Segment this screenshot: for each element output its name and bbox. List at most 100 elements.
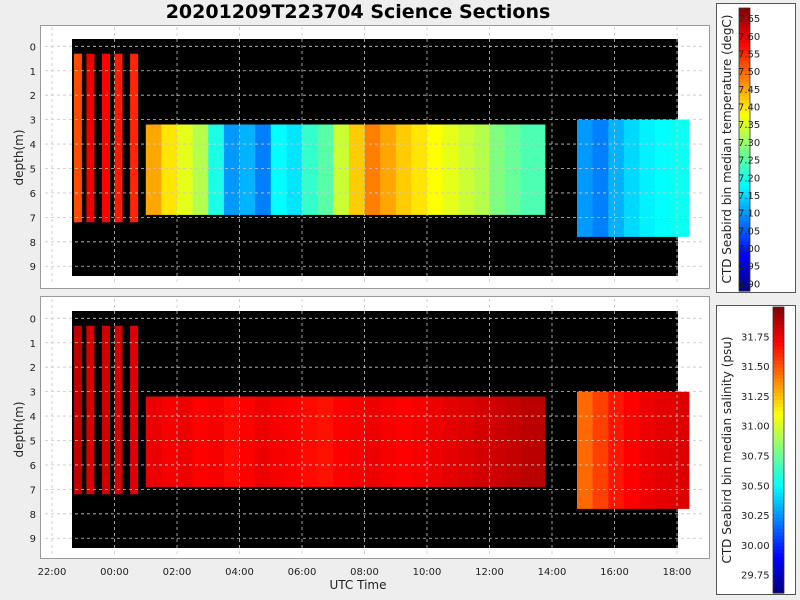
- colorbar-tick-label: 7.35: [738, 120, 760, 131]
- colorbar-segment: [773, 582, 784, 587]
- colorbar-segment: [739, 262, 750, 267]
- profile-column: [592, 119, 609, 237]
- colorbar-tick-label: 7.10: [738, 209, 760, 220]
- profile-column: [655, 119, 672, 237]
- colorbar-segment: [773, 439, 784, 444]
- colorbar-segment: [739, 156, 750, 161]
- colorbar-segment: [773, 446, 784, 451]
- profile-column: [427, 124, 444, 215]
- profile-column: [114, 325, 123, 495]
- colorbar: 6.90 6.95 7.00 7.05 7.10 7.15 7.20 7.25 7.30 7.35…: [720, 7, 760, 292]
- colorbar-segment: [773, 450, 784, 455]
- colorbar-segment: [739, 53, 750, 59]
- profile-column: [130, 325, 139, 495]
- colorbar-segment: [739, 206, 750, 211]
- colorbar-segment: [773, 307, 784, 312]
- profile-column: [577, 119, 594, 237]
- colorbar-tick-label: 7.40: [738, 103, 760, 114]
- colorbar-segment: [739, 283, 750, 289]
- colorbar-segment: [773, 564, 784, 569]
- chart-title: 20201209T223704 Science Sections: [165, 1, 551, 23]
- x-tick-label: 04:00: [225, 567, 254, 578]
- colorbar-segment: [773, 410, 784, 415]
- colorbar-segment: [773, 396, 784, 401]
- colorbar-segment: [739, 213, 750, 218]
- colorbar-tick-label: 30.50: [741, 481, 770, 492]
- x-tick-label: 22:00: [38, 567, 67, 578]
- y-tick-label: 9: [30, 534, 36, 545]
- colorbar-segment: [739, 29, 750, 34]
- profile-column: [655, 391, 672, 509]
- x-tick-label: 14:00: [538, 567, 567, 578]
- colorbar-segment: [739, 71, 750, 76]
- colorbar-segment: [773, 317, 784, 322]
- profile-column: [161, 396, 178, 487]
- colorbar-segment: [773, 560, 784, 565]
- profile-column: [239, 124, 256, 215]
- colorbar-segment: [773, 571, 784, 576]
- profile-column: [192, 396, 209, 487]
- colorbar-segment: [773, 535, 784, 540]
- colorbar-segment: [739, 57, 750, 62]
- colorbar-segment: [773, 585, 784, 591]
- profile-column: [608, 119, 625, 237]
- profile-column: [380, 124, 397, 215]
- y-tick-label: 4: [30, 140, 36, 151]
- profile-column: [255, 124, 272, 215]
- colorbar-segment: [739, 36, 750, 41]
- profile-column: [623, 119, 641, 237]
- profile-column: [639, 391, 656, 509]
- colorbar-segment: [739, 220, 750, 225]
- profile-column: [333, 124, 350, 215]
- colorbar-segment: [739, 223, 750, 228]
- profile-column: [270, 124, 287, 215]
- colorbar-segment: [773, 578, 784, 583]
- colorbar-segment: [773, 346, 784, 351]
- colorbar-segment: [773, 349, 784, 355]
- colorbar-segment: [739, 11, 750, 16]
- x-tick-label: 10:00: [413, 567, 442, 578]
- colorbar-segment: [739, 18, 750, 23]
- y-tick-label: 5: [30, 164, 36, 175]
- profile-column: [286, 124, 303, 215]
- colorbar-tick-label: 7.25: [738, 156, 760, 167]
- profile-column: [442, 396, 459, 487]
- colorbar-tick-label: 7.15: [738, 191, 760, 202]
- colorbar-segment: [773, 478, 784, 483]
- colorbar-segment: [773, 553, 784, 558]
- profile-column: [270, 396, 287, 487]
- colorbar-segment: [739, 234, 750, 239]
- colorbar-segment: [739, 191, 750, 197]
- colorbar-segment: [773, 496, 784, 501]
- profile-column: [639, 119, 656, 237]
- colorbar-segment: [739, 117, 750, 122]
- temperature-section: 0 1 2 3 4 5 6 7 8 9 depth(m): [12, 27, 705, 284]
- colorbar-segment: [739, 167, 750, 172]
- colorbar-segment: [773, 517, 784, 523]
- colorbar-tick-label: 29.75: [741, 571, 770, 582]
- profile-column: [411, 396, 428, 487]
- colorbar-segment: [773, 453, 784, 458]
- colorbar-segment: [773, 428, 784, 433]
- colorbar-segment: [739, 142, 750, 147]
- colorbar-segment: [773, 485, 784, 490]
- colorbar-segment: [773, 464, 784, 469]
- colorbar-tick-label: 31.75: [741, 332, 770, 343]
- salinity-section: 0 1 2 3 4 5 6 7 8 9 22:00 00:00 02:00 04:00 06:00 08:00…: [12, 299, 705, 578]
- colorbar-segment: [739, 78, 750, 83]
- colorbar-segment: [773, 385, 784, 390]
- colorbar-segment: [739, 188, 750, 193]
- x-tick-label: 12:00: [475, 567, 504, 578]
- colorbar-segment: [739, 114, 750, 119]
- profile-column: [177, 396, 194, 487]
- colorbar-segment: [739, 216, 750, 221]
- profile-column: [489, 124, 506, 215]
- colorbar-segment: [739, 75, 750, 80]
- colorbar-segment: [739, 276, 750, 281]
- colorbar-segment: [739, 252, 750, 257]
- profile-column: [520, 124, 546, 215]
- colorbar-tick-label: 7.60: [738, 32, 760, 43]
- colorbar-segment: [739, 50, 750, 55]
- colorbar-segment: [773, 575, 784, 580]
- colorbar-segment: [739, 92, 750, 98]
